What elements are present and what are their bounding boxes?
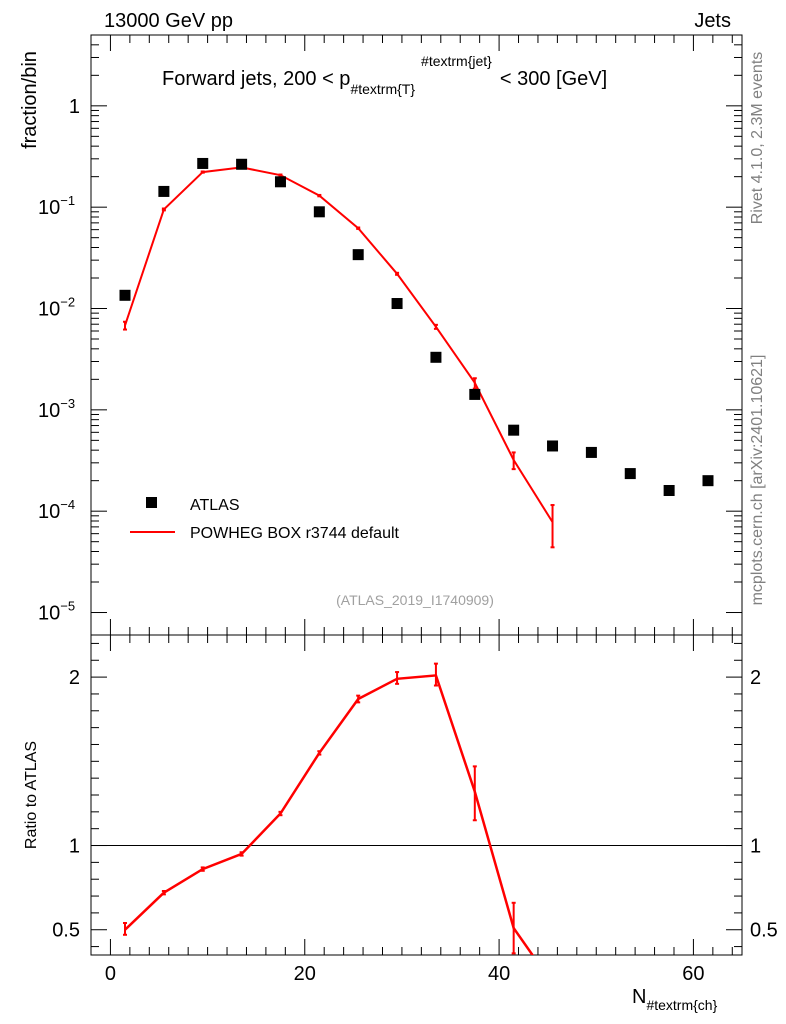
ratio-plot-frame	[90, 634, 743, 956]
main-data-layer	[119, 157, 714, 549]
main-ytick-label: 10−2	[38, 295, 75, 321]
legend: ATLAS POWHEG BOX r3744 default	[130, 497, 400, 542]
mcplots-label: mcplots.cern.ch [arXiv:2401.10621]	[749, 355, 766, 606]
main-title-text: Forward jets, 200 < p	[162, 68, 350, 90]
header-right: Jets	[694, 10, 731, 32]
ratio-ylabel: Ratio to ATLAS	[23, 741, 40, 849]
xtick-label: 20	[294, 963, 316, 985]
atlas-data-point	[274, 176, 286, 188]
main-title: Forward jets, 200 < p#textrm{T} #textrm{j…	[162, 53, 607, 97]
ratio-ytick-label-right: 2	[750, 667, 761, 689]
powheg-line	[124, 166, 554, 523]
atlas-data-point	[624, 468, 636, 480]
atlas-data-point	[119, 289, 131, 301]
watermark: (ATLAS_2019_I1740909)	[336, 592, 494, 608]
ratio-axis-ticks	[91, 635, 742, 955]
legend-atlas-label: ATLAS	[190, 497, 240, 514]
ratio-ytick-label-left: 2	[69, 667, 80, 689]
atlas-data-point	[508, 424, 520, 436]
ratio-ytick-label-left: 0.5	[52, 920, 80, 942]
main-ylabel: fraction/bin	[19, 51, 41, 149]
legend-powheg-label: POWHEG BOX r3744 default	[190, 525, 400, 542]
atlas-data-point	[430, 351, 442, 363]
xlabel-sub: #textrm{ch}	[646, 997, 717, 1013]
main-title-sup: #textrm{jet}	[421, 53, 492, 69]
ratio-ytick-label-right: 1	[750, 836, 761, 858]
ratio-data-layer	[123, 662, 535, 955]
ratio-ytick-labels: 2 2 1 1 0.5 0.5	[52, 667, 778, 942]
main-plot-frame	[90, 34, 743, 636]
main-axis-ticks	[91, 34, 742, 635]
main-ytick-labels: 1 10−1 10−2 10−3 10−4 10−5	[38, 96, 80, 625]
main-ytick-label: 10−4	[38, 497, 75, 523]
main-ytick-label: 10−3	[38, 396, 75, 422]
ratio-ytick-label-right: 0.5	[750, 920, 778, 942]
atlas-data-point	[236, 158, 248, 170]
main-ytick-label: 10−5	[38, 599, 75, 625]
main-title-sub: #textrm{T}	[350, 81, 415, 97]
atlas-data-point	[313, 206, 325, 218]
ratio-line	[124, 674, 535, 955]
atlas-data-point	[663, 484, 675, 496]
xtick-label: 60	[682, 963, 704, 985]
ratio-xlabel: N#textrm{ch}	[632, 986, 718, 1013]
xlabel-text: N	[632, 986, 646, 1008]
legend-atlas-marker	[146, 497, 157, 508]
main-ytick-label: 10−1	[38, 193, 75, 219]
xtick-label: 40	[488, 963, 510, 985]
atlas-data-point	[158, 185, 170, 197]
xtick-label: 0	[105, 963, 116, 985]
ratio-xtick-labels: 0 20 40 60	[105, 963, 705, 985]
atlas-data-point	[585, 446, 597, 458]
atlas-data-point	[469, 388, 481, 400]
atlas-data-point	[352, 249, 364, 261]
header-left: 13000 GeV pp	[104, 10, 233, 32]
atlas-data-point	[547, 440, 559, 452]
atlas-data-point	[197, 157, 209, 169]
atlas-data-point	[391, 298, 403, 310]
main-title-suffix: < 300 [GeV]	[500, 68, 607, 90]
ratio-ytick-label-left: 1	[69, 836, 80, 858]
atlas-data-point	[702, 475, 714, 487]
rivet-label: Rivet 4.1.0, 2.3M events	[749, 52, 766, 225]
main-ytick-label: 1	[69, 96, 80, 118]
